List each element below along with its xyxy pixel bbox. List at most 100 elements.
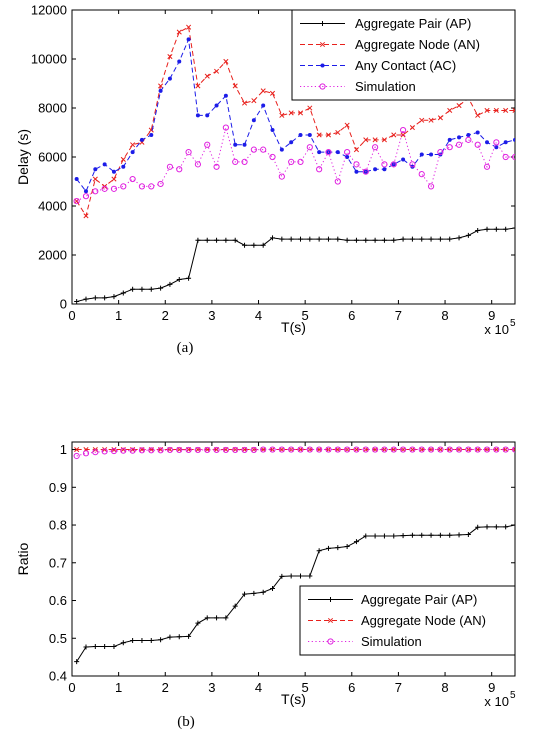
data-point [260, 446, 266, 453]
data-point [92, 188, 99, 195]
data-point [334, 178, 341, 185]
x-tick-label: 1 [115, 680, 122, 695]
data-point [232, 237, 238, 243]
data-point [400, 533, 406, 539]
x-tick-label: 5 [302, 308, 309, 323]
series-simulation [73, 446, 515, 460]
data-point [390, 446, 397, 453]
data-point [73, 452, 80, 460]
data-point [185, 446, 192, 454]
legend-marker [327, 638, 334, 645]
data-point [353, 147, 360, 153]
data-point [317, 150, 322, 155]
data-point [288, 110, 294, 116]
data-point [241, 100, 248, 106]
data-point [363, 533, 369, 539]
data-point [195, 237, 201, 243]
data-point [325, 132, 332, 138]
data-point [335, 446, 341, 453]
data-point [428, 446, 434, 453]
data-point [325, 545, 331, 551]
data-point [409, 446, 415, 453]
data-point [298, 132, 303, 137]
data-point [493, 226, 499, 232]
data-point [204, 446, 211, 454]
data-point [251, 98, 257, 104]
data-point [344, 237, 350, 243]
data-point [102, 295, 108, 301]
data-point [186, 275, 192, 281]
data-point [457, 135, 462, 140]
data-point [399, 446, 407, 453]
data-point [447, 107, 453, 114]
data-point [484, 226, 490, 232]
data-point [93, 167, 98, 172]
y-tick-label: 0.5 [49, 631, 67, 646]
data-point [485, 140, 490, 145]
data-point [381, 533, 387, 539]
data-point [335, 236, 341, 242]
data-point [345, 155, 350, 159]
data-point [372, 237, 378, 243]
data-point [139, 638, 145, 644]
data-point [502, 153, 509, 161]
data-point [158, 637, 164, 643]
data-point [130, 150, 135, 155]
data-point [251, 242, 257, 248]
x-tick-label: 0 [68, 308, 75, 323]
y-tick-label: 8000 [38, 101, 67, 116]
data-point [102, 162, 107, 167]
data-point [484, 107, 490, 114]
data-point [483, 163, 491, 170]
data-point [167, 76, 172, 81]
y-tick-label: 10000 [31, 52, 67, 67]
legend-label: Aggregate Node (AN) [361, 613, 486, 628]
data-point [73, 198, 80, 205]
data-point [148, 286, 154, 292]
data-point [494, 145, 499, 150]
data-point [176, 277, 182, 282]
data-point [269, 153, 276, 161]
data-point [83, 213, 89, 219]
data-point [316, 446, 322, 453]
series-line [76, 127, 515, 202]
data-point [213, 163, 220, 170]
data-point [269, 90, 276, 96]
data-point [353, 161, 360, 168]
data-point [186, 24, 192, 30]
data-point [214, 103, 219, 108]
data-point [204, 237, 210, 243]
data-point [223, 237, 229, 243]
data-point [148, 183, 155, 190]
data-point [204, 615, 210, 621]
data-point [475, 446, 481, 453]
data-point [223, 93, 228, 98]
data-point [279, 112, 285, 118]
legend-label: Simulation [361, 634, 422, 649]
data-point [307, 236, 313, 242]
data-point [372, 446, 379, 453]
data-point [511, 446, 515, 453]
series-aggregate-pair-ap [74, 522, 515, 665]
data-point [363, 137, 369, 143]
x-tick-label: 5 [302, 680, 309, 695]
data-point [288, 573, 294, 579]
y-tick-label: 0.8 [49, 518, 67, 533]
data-point [242, 142, 247, 147]
x-axis-multiplier: x 10 [484, 322, 509, 337]
data-point [419, 532, 425, 538]
y-tick-label: 4000 [38, 199, 67, 214]
data-point [176, 29, 182, 35]
data-point [335, 545, 341, 551]
data-point [334, 446, 341, 453]
data-point [307, 105, 313, 111]
data-point [409, 125, 415, 131]
data-point [325, 149, 332, 156]
data-point [372, 137, 378, 143]
data-point [316, 548, 322, 554]
data-point [297, 446, 304, 453]
x-tick-label: 7 [395, 308, 402, 323]
data-point [223, 615, 229, 621]
data-point [344, 122, 350, 128]
